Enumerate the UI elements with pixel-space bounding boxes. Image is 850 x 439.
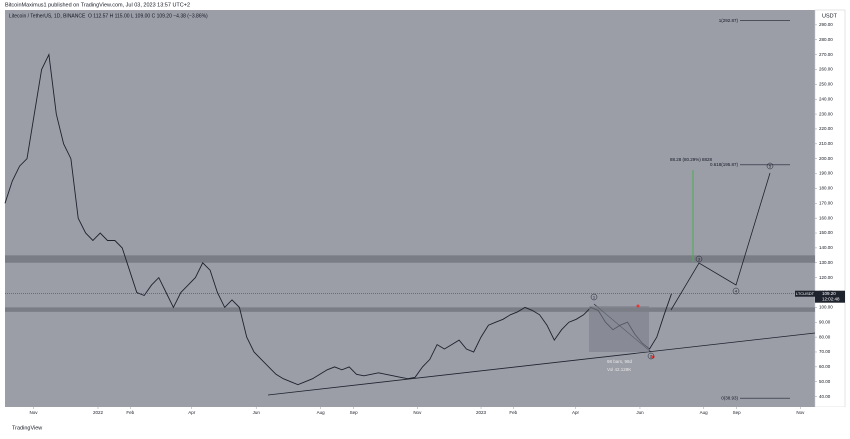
- x-tick-label: Feb: [126, 410, 134, 415]
- price-line: [4, 53, 672, 386]
- x-tick-label: Jun: [636, 410, 644, 415]
- y-tick-label: 260.00: [819, 67, 833, 72]
- y-tick-label: 240.00: [819, 96, 833, 101]
- x-tick-label: Nov: [30, 410, 39, 415]
- y-tick-label: 80.00: [819, 334, 831, 339]
- trend-line: [267, 332, 816, 396]
- publisher-line: BitcoinMaximus1 published on TradingView…: [5, 2, 190, 8]
- y-tick-label: 90.00: [819, 319, 831, 324]
- wave-labels: 1 2 3 4 5: [590, 162, 774, 360]
- y-tick-label: 180.00: [819, 186, 833, 191]
- wave-circle: [647, 352, 655, 360]
- y-tick-label: 130.00: [819, 260, 833, 265]
- x-tick-label: Feb: [509, 410, 517, 415]
- range-box: [589, 306, 649, 352]
- x-tick-label: Aug: [700, 410, 709, 415]
- countdown-label: 12:02:48: [822, 296, 840, 301]
- y-tick-label: 250.00: [819, 82, 833, 87]
- x-tick-label: Apr: [188, 410, 196, 415]
- wave-label: 3: [698, 256, 701, 261]
- x-tick-label: Nov: [413, 410, 422, 415]
- x-tick-label: Nov: [796, 410, 805, 415]
- x-tick-label: Sep: [733, 410, 742, 415]
- x-tick-label: 2023: [476, 410, 487, 415]
- plot-area: [5, 10, 815, 407]
- y-tick-label: 60.00: [819, 364, 831, 369]
- y-tick-label: 120.00: [819, 275, 833, 280]
- y-tick-label: 190.00: [819, 171, 833, 176]
- y-tick-label: 70.00: [819, 349, 831, 354]
- symbol-info: Litecoin / TetherUS, 1D, BINANCE: [9, 13, 86, 19]
- y-tick-label: 140.00: [819, 245, 833, 250]
- marker: [636, 304, 640, 308]
- currency: USDT: [822, 13, 838, 19]
- y-tick-label: 220.00: [819, 126, 833, 131]
- wave-circle: [695, 255, 703, 263]
- wave-circle: [590, 293, 598, 301]
- wave-label: 5: [769, 163, 772, 168]
- wave-label: 4: [735, 288, 738, 293]
- y-tick-label: 40.00: [819, 394, 831, 399]
- symbol-tag-label: LTCUSDT: [796, 291, 815, 296]
- wave-label: 2: [650, 353, 653, 358]
- y-tick-label: 210.00: [819, 141, 833, 146]
- x-tick-label: Aug: [317, 410, 326, 415]
- fib-label: 1(292.87): [719, 18, 739, 23]
- y-tick-label: 290.00: [819, 22, 833, 27]
- wave-label: 1: [593, 294, 596, 299]
- price-tag-label: 109.20: [822, 291, 836, 296]
- range-box-label: Vol 42.128K: [607, 367, 631, 372]
- wave-projection: [670, 172, 771, 311]
- zone: [5, 307, 815, 312]
- y-tick-label: 200.00: [819, 156, 833, 161]
- x-tick-label: Sep: [350, 410, 359, 415]
- y-tick-label: 150.00: [819, 230, 833, 235]
- wave-circle: [766, 162, 774, 170]
- y-tick-label: 170.00: [819, 200, 833, 205]
- price-tag: [815, 290, 845, 303]
- y-tick-label: 100.00: [819, 305, 833, 310]
- footer-logo: TradingView: [12, 425, 42, 431]
- y-tick-label: 50.00: [819, 379, 831, 384]
- zone: [5, 255, 815, 263]
- time-axis: [5, 407, 845, 419]
- x-tick-label: 2022: [93, 410, 104, 415]
- x-tick-label: Jun: [253, 410, 261, 415]
- y-tick-label: 230.00: [819, 111, 833, 116]
- y-tick-label: 270.00: [819, 52, 833, 57]
- symbol-tag: [795, 290, 815, 297]
- fib-label: 0(38.93): [721, 395, 738, 400]
- fib-label: 0.618(195.87): [710, 162, 739, 167]
- y-tick-label: 280.00: [819, 37, 833, 42]
- measure-label: 88.28 (80.29%) 8828: [670, 157, 713, 162]
- y-tick-label: 160.00: [819, 215, 833, 220]
- x-tick-label: Apr: [572, 410, 580, 415]
- ohlc-info: O 112.57 H 115.00 L 109.00 C 109.20 −4.3…: [88, 13, 208, 19]
- wave-circle: [732, 287, 740, 295]
- range-box-label: 98 bars, 98d: [607, 359, 633, 364]
